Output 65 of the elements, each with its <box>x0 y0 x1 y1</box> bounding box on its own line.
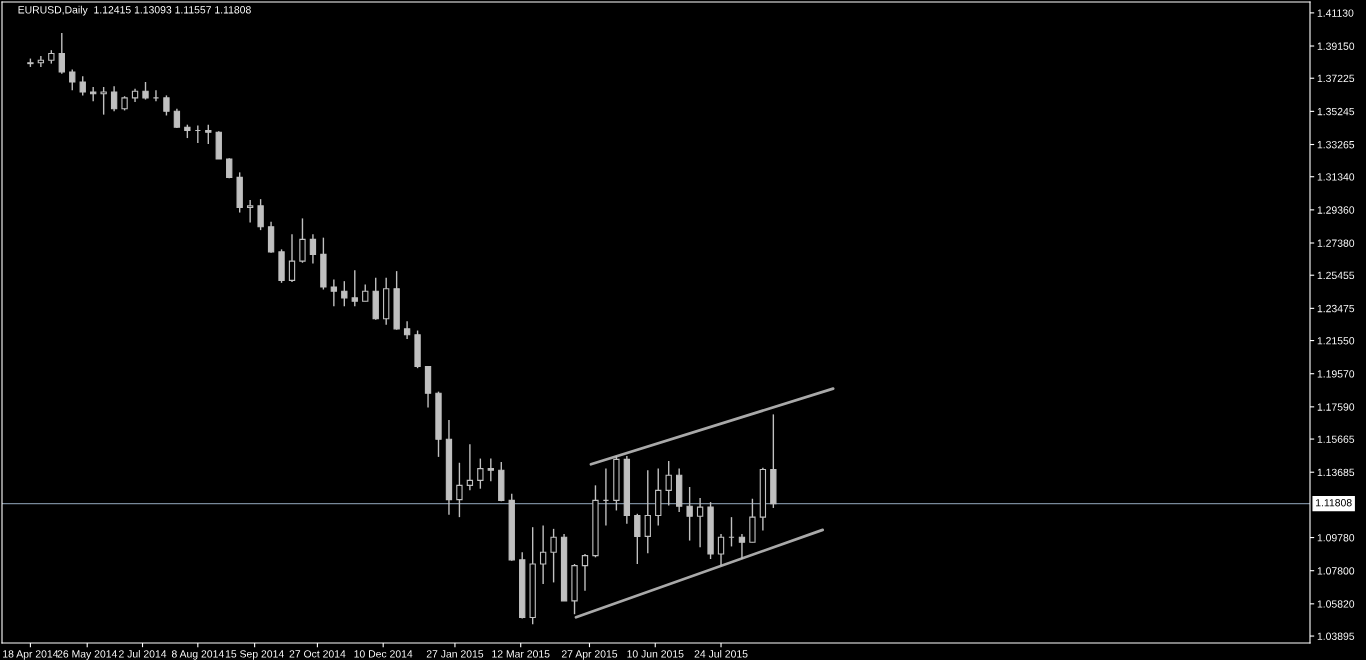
candlestick <box>152 89 160 102</box>
candlestick <box>477 457 484 490</box>
candlestick <box>539 524 547 585</box>
candlestick <box>487 457 494 482</box>
candlestick <box>696 497 704 548</box>
x-tick-label: 18 Apr 2014 <box>3 650 59 660</box>
candlestick <box>403 320 411 340</box>
candlestick <box>341 280 348 307</box>
y-tick-label: 1.33265 <box>1317 141 1355 149</box>
candlestick <box>309 233 317 265</box>
y-tick-label: 1.37225 <box>1317 74 1355 83</box>
y-tick-label: 1.21550 <box>1317 337 1355 345</box>
y-tick-label: 1.27380 <box>1317 239 1355 247</box>
x-tick-label: 24 Jul 2015 <box>694 649 748 658</box>
candlestick <box>79 75 86 97</box>
y-tick-label: 1.41130 <box>1317 9 1354 17</box>
x-tick-label: 10 Dec 2014 <box>354 650 413 658</box>
candlestick <box>634 513 641 565</box>
candlestick <box>351 269 358 307</box>
y-tick-label: 1.31340 <box>1317 173 1355 181</box>
candlestick <box>257 198 264 231</box>
candlestick <box>581 553 589 592</box>
candlestick <box>299 217 306 264</box>
y-tick-label: 1.05820 <box>1317 600 1355 608</box>
y-tick-label: 1.17590 <box>1317 403 1355 411</box>
y-tick-label: 1.35245 <box>1317 107 1355 116</box>
ref-line-label: 1.11808 <box>1316 499 1352 507</box>
candlestick <box>90 86 97 102</box>
candlestick <box>738 533 746 560</box>
y-tick-label: 1.13685 <box>1317 468 1355 477</box>
x-tick-label: 10 Jun 2015 <box>627 650 684 658</box>
candlestick <box>246 199 254 224</box>
candlestick <box>205 123 212 145</box>
candlestick <box>100 86 107 116</box>
x-tick-label: 2 Jul 2014 <box>119 649 167 658</box>
candlestick <box>717 533 725 567</box>
candlestick <box>58 32 65 75</box>
x-tick-label: 8 Aug 2014 <box>171 650 224 660</box>
candlestick <box>456 462 463 518</box>
candlestick <box>466 443 474 492</box>
x-tick-label: 15 Sep 2014 <box>225 650 284 660</box>
x-tick-label: 27 Oct 2014 <box>289 650 346 658</box>
x-tick-label: 12 Mar 2015 <box>492 650 550 658</box>
candlestick <box>644 469 651 554</box>
x-tick-label: 27 Apr 2015 <box>561 650 618 660</box>
candlestick <box>665 460 672 507</box>
candlestick <box>163 94 170 117</box>
candlestick <box>288 233 296 283</box>
y-tick-label: 1.23475 <box>1317 304 1355 313</box>
x-tick-label: 27 Jan 2015 <box>426 650 484 658</box>
y-tick-label: 1.25455 <box>1317 271 1355 280</box>
y-tick-label: 1.07800 <box>1317 567 1355 575</box>
candlestick <box>110 85 118 112</box>
y-tick-label: 1.39150 <box>1317 42 1355 50</box>
y-tick-label: 1.09780 <box>1317 534 1355 542</box>
x-tick-label: 26 May 2014 <box>57 650 118 660</box>
y-tick-label: 1.15665 <box>1317 435 1355 443</box>
y-tick-label: 1.03895 <box>1317 632 1355 640</box>
y-tick-label: 1.19570 <box>1317 370 1355 378</box>
chart-title: EURUSD,Daily 1.12415 1.13093 1.11557 1.11808 <box>18 5 251 16</box>
candlestick <box>686 486 693 542</box>
candlestick <box>330 278 338 307</box>
candlestick <box>69 68 76 92</box>
candlestick <box>550 528 557 584</box>
y-tick-label: 1.29360 <box>1317 206 1355 214</box>
